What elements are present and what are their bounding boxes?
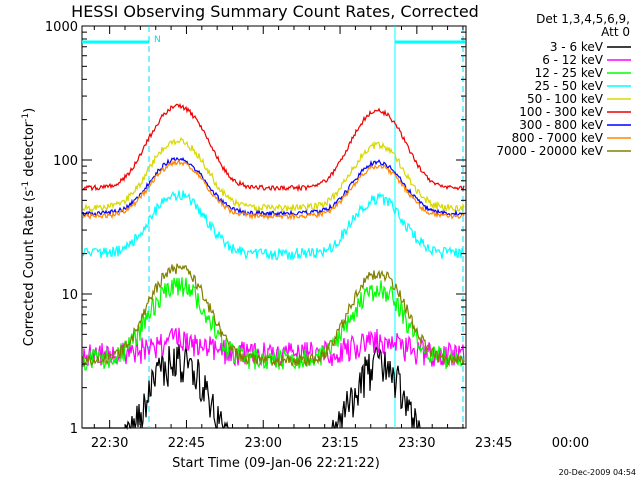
plot-frame: [81, 25, 467, 429]
legend-entry-label: 12 - 25 keV: [535, 66, 604, 80]
series-line: [82, 102, 465, 193]
x-axis-label: Start Time (09-Jan-06 22:21:22): [172, 456, 380, 471]
legend-entry-label: 50 - 100 keV: [527, 92, 604, 106]
legend-entry-label: 300 - 800 keV: [519, 118, 603, 132]
y-axis: 1 10 100 1000: [45, 20, 466, 437]
n-flag-annotation: N: [154, 35, 161, 45]
x-tick-label: 22:45: [168, 436, 205, 451]
chart-title: HESSI Observing Summary Count Rates, Cor…: [71, 2, 479, 21]
series-line: [82, 277, 465, 371]
series-line: [82, 156, 465, 218]
series-line: [82, 136, 465, 214]
y-axis-label: Corrected Count Rate (s-1 detector-1): [21, 108, 37, 346]
legend-entry-label: 7000 - 20000 keV: [496, 144, 603, 158]
series-line: [83, 344, 464, 431]
x-axis: 22:30 22:45 23:00 23:15 23:30 23:45 00:00: [91, 26, 589, 451]
y-tick-label: 100: [53, 154, 78, 169]
y-tick-label: 10: [61, 288, 78, 303]
x-tick-label: 23:45: [475, 436, 512, 451]
series-line: [82, 190, 465, 261]
legend-entry-label: 25 - 50 keV: [535, 79, 604, 93]
plot-area: [81, 25, 467, 429]
x-tick-label: 22:30: [91, 436, 128, 451]
legend-entry-label: 6 - 12 keV: [542, 53, 604, 67]
series-line: [82, 263, 465, 368]
y-tick-label: 1: [70, 422, 78, 437]
x-tick-label: 23:00: [245, 436, 282, 451]
legend-header-line-1: Det 1,3,4,5,6,9,: [536, 12, 630, 26]
x-tick-label: 23:30: [398, 436, 435, 451]
plot-timestamp: 20-Dec-2009 04:54: [559, 468, 636, 477]
series-line: [82, 158, 465, 221]
legend-entry-label: 800 - 7000 keV: [512, 131, 604, 145]
x-tick-label: 00:00: [552, 436, 589, 451]
series-lines: [82, 102, 465, 431]
y-tick-label: 1000: [45, 20, 78, 35]
legend-entry-label: 100 - 300 keV: [519, 105, 603, 119]
legend-entry-label: 3 - 6 keV: [550, 40, 604, 54]
x-tick-label: 23:15: [321, 436, 358, 451]
legend-header-line-2: Att 0: [601, 25, 630, 39]
